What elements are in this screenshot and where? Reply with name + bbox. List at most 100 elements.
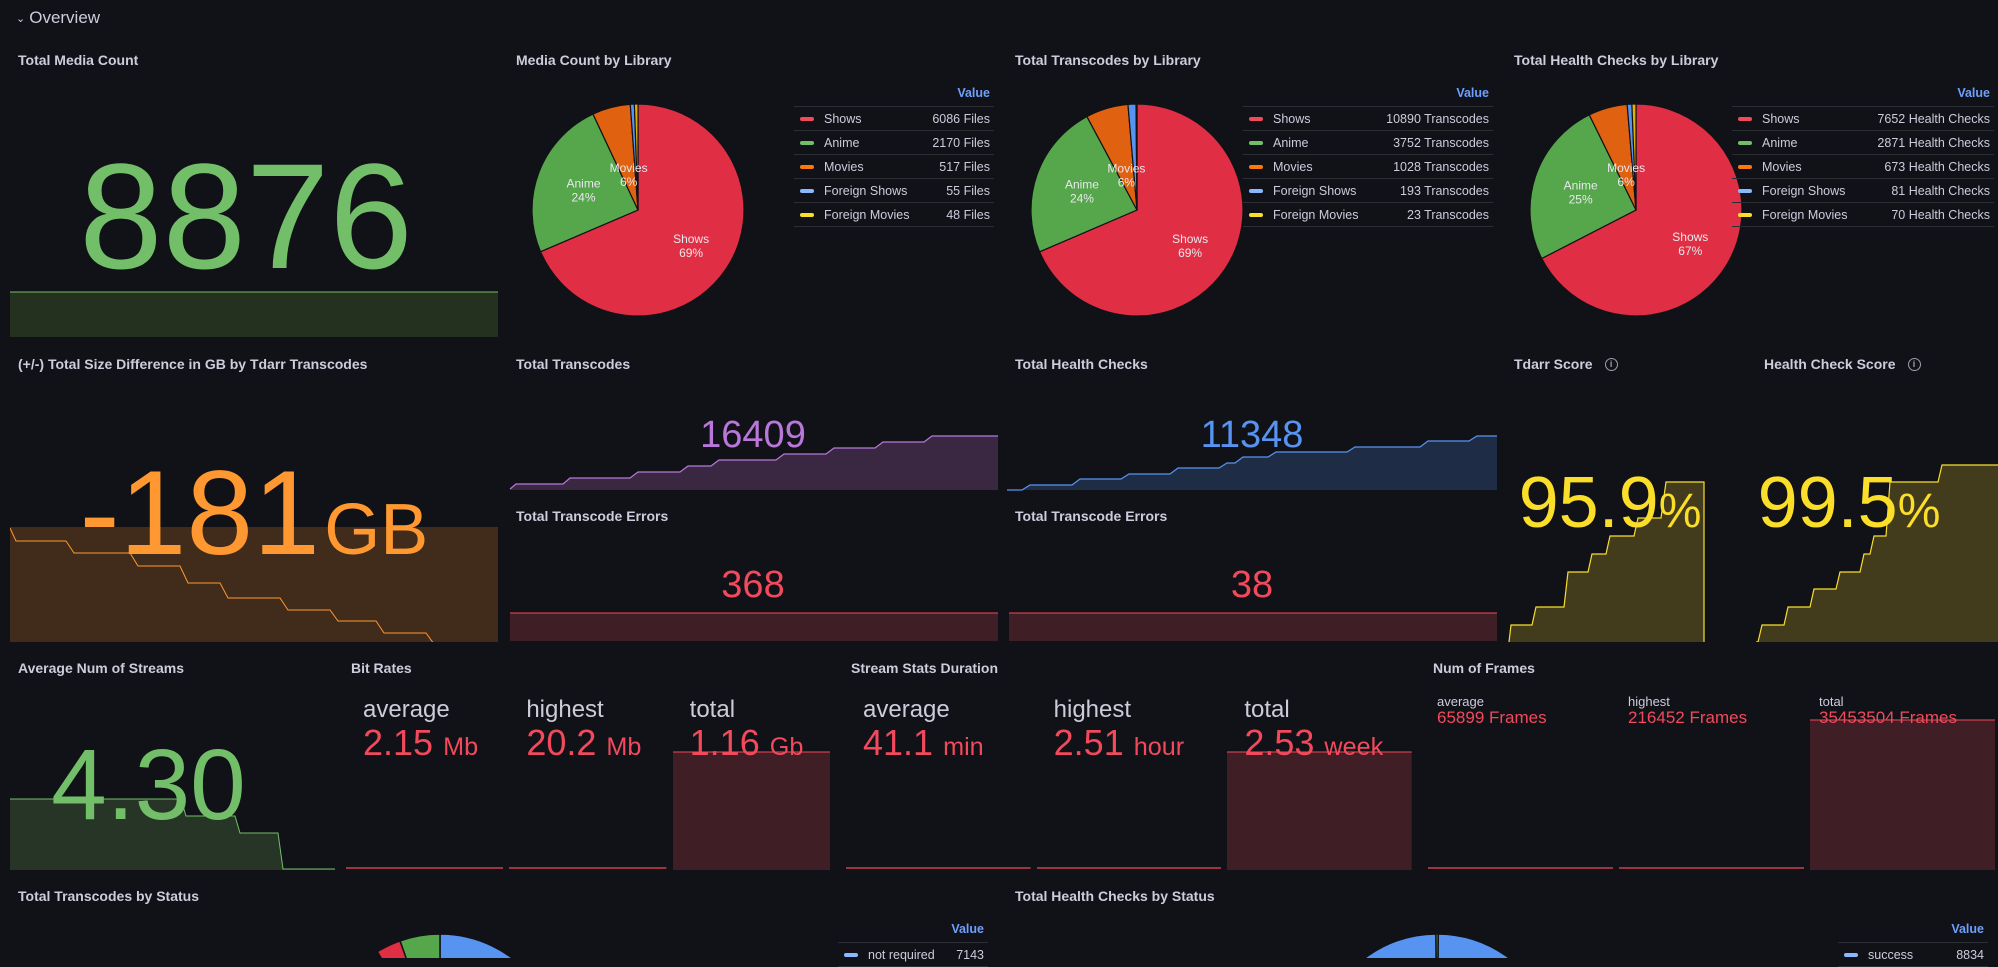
panel-title[interactable]: Media Count by Library (516, 52, 672, 68)
stat-value: -181 (79, 446, 320, 580)
sparkline-line (1007, 435, 1497, 491)
panel-total-media-count: Total Media Count 8876 (10, 48, 498, 340)
stat-label: average (363, 696, 450, 723)
pie-slice-foreign-movies[interactable] (1631, 103, 1637, 211)
panel-title[interactable]: Total Transcode Errors (1015, 508, 1168, 524)
row-overview-toggle[interactable]: ⌄ Overview (16, 8, 100, 28)
legend-item[interactable]: Foreign Shows 81 Health Checks (1732, 179, 1994, 203)
legend-item[interactable]: not required 7143 (838, 943, 988, 967)
pie-slice-shows[interactable] (1540, 103, 1743, 317)
legend-swatch (1249, 116, 1263, 121)
legend-item[interactable]: Shows 7652 Health Checks (1732, 107, 1994, 131)
pie-label-name: Shows (673, 232, 709, 246)
legend-item[interactable]: Foreign Shows 55 Files (794, 179, 994, 203)
legend-item[interactable]: Shows 6086 Files (794, 107, 994, 131)
panel-title[interactable]: Total Transcodes by Status (18, 888, 200, 904)
pie-slice-error[interactable] (376, 939, 440, 958)
pie-label-name: Shows (1172, 232, 1208, 246)
sparkline (1619, 867, 1804, 869)
legend-header-value[interactable]: Value (1243, 84, 1493, 107)
legend-item[interactable]: Foreign Movies 23 Transcodes (1243, 203, 1493, 227)
stat-value-wrap: 35453504 Frames (1819, 709, 1957, 727)
panel-title[interactable]: Tdarr Score i (1514, 356, 1618, 372)
pie-slice-shows[interactable] (539, 103, 745, 317)
panel-transcode-errors-1: Total Transcode Errors 368 (508, 504, 998, 642)
sparkline (346, 867, 504, 869)
pie-slice-success[interactable] (399, 933, 441, 958)
legend-item[interactable]: Shows 10890 Transcodes (1243, 107, 1493, 131)
legend-item[interactable]: Anime 2170 Files (794, 131, 994, 155)
legend-swatch (800, 164, 814, 169)
sparkline (1508, 481, 1705, 642)
info-icon[interactable]: i (1604, 357, 1618, 371)
panel-title[interactable]: Total Health Checks by Status (1015, 888, 1215, 904)
pie-legend: Value Shows 10890 Transcodes Anime 3752 Tran… (1243, 84, 1493, 227)
legend-item-name: Foreign Movies (1762, 207, 1848, 222)
sparkline-fill (510, 613, 998, 641)
stat-label: highest (526, 696, 604, 723)
legend-swatch (844, 952, 858, 957)
legend-swatch (800, 140, 814, 145)
sparkline-fill (672, 752, 830, 870)
legend-item-name: Movies (1762, 159, 1802, 174)
panel-transcodes-by-status: Total Transcodes by Status Value not requi… (10, 884, 998, 967)
legend-item[interactable]: Foreign Movies 48 Files (794, 203, 994, 227)
legend-item-value: 10890 Transcodes (1386, 111, 1489, 126)
legend-header-value[interactable]: Value (1838, 920, 1988, 943)
legend-item[interactable]: success 8834 (1838, 943, 1988, 967)
panel-title[interactable]: Total Health Checks (1015, 356, 1148, 372)
legend-header-value[interactable]: Value (1732, 84, 1994, 107)
stat-unit: Frames (1899, 708, 1957, 727)
panel-title[interactable]: Total Transcodes (516, 356, 631, 372)
legend-item-value: 6086 Files (932, 111, 990, 126)
legend-swatch (1738, 164, 1752, 169)
legend-item-name: Movies (824, 159, 864, 174)
stat-average: average 65899 Frames (1437, 694, 1547, 727)
pie-slice-anime[interactable] (531, 113, 639, 253)
panel-transcodes-by-library: Total Transcodes by Library Shows 69% Anime… (1007, 48, 1497, 340)
sparkline (1428, 867, 1613, 869)
stat-value: 35453504 (1819, 708, 1895, 727)
pie-slice-other[interactable] (1337, 933, 1437, 958)
pie-label-pct: 24% (572, 190, 596, 204)
panel-title[interactable]: Total Health Checks by Library (1514, 52, 1719, 68)
legend-item[interactable]: Anime 2871 Health Checks (1732, 131, 1994, 155)
legend-item[interactable]: Movies 673 Health Checks (1732, 155, 1994, 179)
panel-title[interactable]: Total Transcodes by Library (1015, 52, 1201, 68)
pie-slice-shows[interactable] (1038, 103, 1244, 317)
panel-title[interactable]: Total Media Count (18, 52, 139, 68)
legend-swatch (1249, 164, 1263, 169)
legend-item[interactable]: Movies 517 Files (794, 155, 994, 179)
panel-title[interactable]: Stream Stats Duration (851, 660, 999, 676)
stat-total: total 1.16 Gb (690, 696, 804, 766)
legend-item[interactable]: Foreign Shows 193 Transcodes (1243, 179, 1493, 203)
legend-item-value: 1028 Transcodes (1393, 159, 1489, 174)
pie-slice-not-required[interactable] (439, 933, 534, 958)
stat-value-wrap: 1.16 Gb (690, 724, 804, 766)
pie-slice-foreign-movies[interactable] (633, 103, 639, 211)
legend-item[interactable]: Foreign Movies 70 Health Checks (1732, 203, 1994, 227)
pie-slice-anime[interactable] (1529, 114, 1637, 260)
legend-item[interactable]: Anime 3752 Transcodes (1243, 131, 1493, 155)
sparkline-line (1756, 464, 1998, 642)
stat-highest: highest 20.2 Mb (526, 696, 641, 766)
panel-title[interactable]: Total Transcode Errors (516, 508, 669, 524)
panel-title[interactable]: Num of Frames (1433, 660, 1535, 676)
legend-header-value[interactable]: Value (838, 920, 988, 943)
pie-label-name: Movies (1607, 161, 1645, 175)
pie-slice-foreign-movies[interactable] (1135, 103, 1138, 211)
panel-title[interactable]: Bit Rates (351, 660, 412, 676)
info-icon[interactable]: i (1907, 357, 1921, 371)
legend-swatch (1249, 188, 1263, 193)
panel-title[interactable]: Average Num of Streams (18, 660, 184, 676)
legend-header-value[interactable]: Value (794, 84, 994, 107)
pie-slice-success[interactable] (1437, 933, 1549, 958)
sparkline (1009, 612, 1497, 641)
legend-item[interactable]: Movies 1028 Transcodes (1243, 155, 1493, 179)
legend-item-value: 23 Transcodes (1407, 207, 1489, 222)
panel-title[interactable]: (+/-) Total Size Difference in GB by Tda… (18, 356, 368, 372)
pie-legend: Value not required 7143 (838, 920, 988, 967)
pie-slice-anime[interactable] (1030, 115, 1138, 253)
panel-title[interactable]: Health Check Score i (1764, 356, 1921, 372)
